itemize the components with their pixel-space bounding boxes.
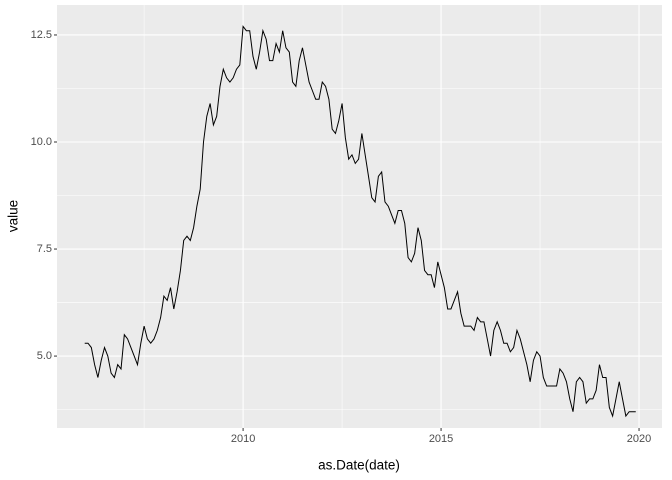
x-axis-title: as.Date(date) xyxy=(318,458,400,473)
x-tick-label: 2010 xyxy=(231,433,255,445)
y-tick-label: 5.0 xyxy=(37,350,52,362)
data-line xyxy=(84,25,636,418)
y-tick-label: 7.5 xyxy=(37,243,52,255)
y-axis-title: value xyxy=(6,200,21,232)
y-tick-label: 12.5 xyxy=(31,29,52,41)
panel xyxy=(57,5,662,428)
x-tick-label: 2020 xyxy=(627,433,651,445)
x-tick-label: 2015 xyxy=(429,433,453,445)
y-tick-label: 10.0 xyxy=(31,136,52,148)
